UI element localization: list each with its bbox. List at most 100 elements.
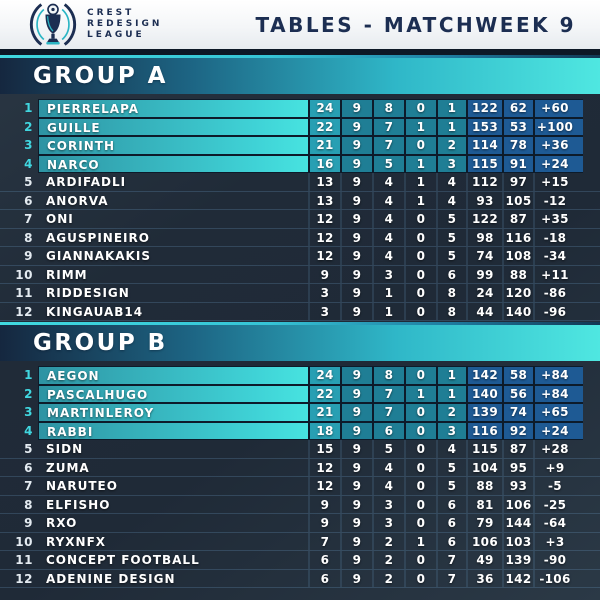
table-row: 2 GUILLE 22 9 7 1 1 153 53 +100 [0,117,600,136]
stat-cell: +24 [533,421,583,440]
team-name: AEGON [38,366,308,385]
team-name: RYXNFX [46,534,107,549]
stat-cell: 9 [340,154,372,173]
team-name: RIDDESIGN [46,286,130,300]
stat-cell: 88 [502,265,533,283]
trophy-icon [28,1,78,48]
stat-cell: 24 [466,284,502,302]
stat-cell: 0 [404,228,436,246]
stat-cell: 9 [340,551,372,569]
stat-cell: 36 [466,569,502,587]
group-header-band: GROUP A [0,58,600,94]
stat-cell: 4 [372,173,404,191]
table-row: 11 CONCEPT FOOTBALL 6 9 2 0 7 49 139 -90 [0,551,600,570]
stat-cell: 5 [372,440,404,458]
stat-cell: 15 [308,440,340,458]
stat-cell: 0 [404,265,436,283]
team-name: NARUTEO [46,479,118,493]
stat-cell: 1 [436,117,466,136]
stat-cell: 0 [404,403,436,422]
stat-cell: 9 [340,569,372,587]
position-number: 8 [24,497,33,512]
table-row: 4 RABBI 18 9 6 0 3 116 92 +24 [0,421,600,440]
team-name: GIANNAKAKIS [46,249,151,263]
stat-cell: 4 [372,210,404,228]
header-divider [0,49,600,55]
stat-cell: 9 [340,99,372,118]
stat-cell: -18 [533,228,583,246]
stat-cell: 122 [466,99,502,118]
header-bar: CREST REDESIGN LEAGUE TABLES - MATCHWEEK… [0,0,600,49]
stat-cell: 79 [466,514,502,532]
table-row: 9 RXO 9 9 3 0 6 79 144 -64 [0,514,600,533]
position-number: 8 [24,230,33,245]
stat-cell: 4 [372,458,404,476]
stat-cell: +35 [533,210,583,228]
stat-cell: 6 [436,265,466,283]
stat-cell: 9 [340,421,372,440]
stat-cell: 12 [308,458,340,476]
position-number: 5 [24,175,33,189]
stat-cell: 7 [436,551,466,569]
standings-table: 1 AEGON 24 9 8 0 1 142 58 +84 2 PASCALHUGO 22 9 7 1 1 140… [0,366,600,588]
position-number: 4 [24,156,33,171]
stat-cell: 12 [308,228,340,246]
stat-cell: 2 [436,403,466,422]
stat-cell: 9 [308,265,340,283]
league-name: CREST REDESIGN LEAGUE [87,8,162,42]
stat-cell: 6 [308,551,340,569]
stat-cell: 87 [502,440,533,458]
stat-cell: 9 [340,477,372,495]
table-row: 7 ONI 12 9 4 0 5 122 87 +35 [0,210,600,229]
stat-cell: 108 [502,247,533,265]
team-name: RIMM [46,267,88,282]
stat-cell: 1 [372,302,404,320]
table-row: 11 RIDDESIGN 3 9 1 0 8 24 120 -86 [0,284,600,303]
table-row: 1 AEGON 24 9 8 0 1 142 58 +84 [0,366,600,385]
stat-cell: +3 [533,532,583,550]
stat-cell: 116 [466,421,502,440]
stat-cell: 0 [404,569,436,587]
team-name: PIERRELAPA [38,99,308,118]
stat-cell: 6 [372,421,404,440]
stat-cell: 2 [372,532,404,550]
stat-cell: 95 [502,458,533,476]
table-row: 4 NARCO 16 9 5 1 3 115 91 +24 [0,154,600,173]
stat-cell: 93 [466,191,502,209]
stat-cell: 0 [404,440,436,458]
team-name: ELFISHO [46,497,111,512]
stat-cell: 142 [466,366,502,385]
stat-cell: 3 [436,421,466,440]
standings-table: 1 PIERRELAPA 24 9 8 0 1 122 62 +60 2 GUILLE 22 9 7 1 1 15… [0,99,600,321]
stat-cell: 144 [502,514,533,532]
stat-cell: 3 [308,284,340,302]
stat-cell: 8 [436,302,466,320]
stat-cell: 5 [436,247,466,265]
stat-cell: 97 [502,173,533,191]
stat-cell: 115 [466,154,502,173]
stat-cell: 88 [466,477,502,495]
stat-cell: 9 [340,228,372,246]
position-number: 10 [15,534,33,549]
table-row: 10 RYXNFX 7 9 2 1 6 106 103 +3 [0,532,600,551]
table-row: 10 RIMM 9 9 3 0 6 99 88 +11 [0,265,600,284]
stat-cell: 93 [502,477,533,495]
stat-cell: 5 [436,228,466,246]
league-name-line: REDESIGN [87,18,163,29]
stat-cell: 0 [404,302,436,320]
stat-cell: 9 [340,366,372,385]
stat-cell: +60 [533,99,583,118]
stat-cell: 0 [404,366,436,385]
groups-container: GROUP A 1 PIERRELAPA 24 9 8 0 1 122 62 +60 2 GUILLE 2… [0,55,600,588]
position-number: 1 [24,368,33,382]
team-name: ADENINE DESIGN [46,571,176,586]
stat-cell: -12 [533,191,583,209]
stat-cell: 106 [502,495,533,513]
stat-cell: 0 [404,136,436,155]
table-row: 3 MARTINLEROY 21 9 7 0 2 139 74 +65 [0,403,600,422]
stat-cell: 91 [502,154,533,173]
position-number: 9 [24,249,33,263]
stat-cell: 21 [308,403,340,422]
stat-cell: 122 [466,210,502,228]
stat-cell: 7 [372,384,404,403]
